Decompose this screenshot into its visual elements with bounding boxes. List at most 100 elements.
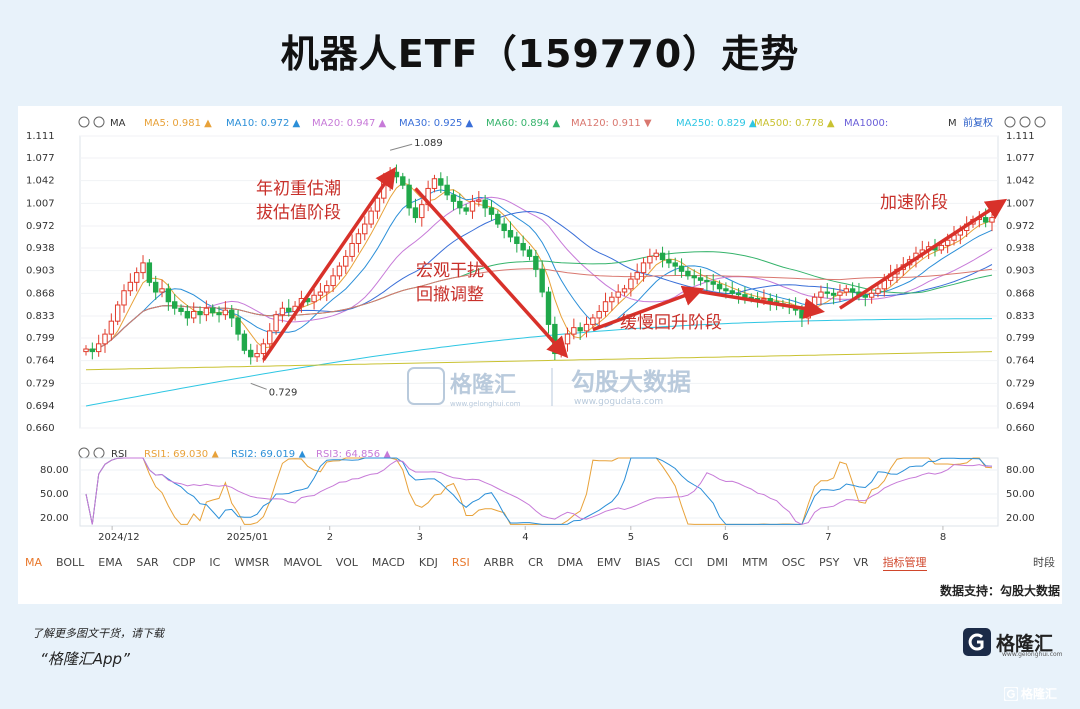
candle-body: [210, 307, 216, 314]
footer-download-hint: 了解更多图文干货，请下载: [32, 627, 164, 640]
rsi-legend-item: RSI2: 69.019 ▲: [231, 449, 306, 460]
indicator-tab[interactable]: MA: [25, 555, 43, 569]
indicator-tab[interactable]: 指标管理: [882, 555, 927, 571]
candle-body: [621, 288, 628, 293]
candle-body: [526, 249, 533, 257]
candle-body: [539, 268, 545, 293]
indicator-tab[interactable]: KDJ: [418, 555, 438, 569]
annotation-text: 拔估值阶段: [256, 203, 341, 223]
indicator-tab[interactable]: CDP: [172, 555, 196, 569]
candle-body: [602, 301, 609, 312]
candle-body: [862, 294, 868, 298]
x-tick-label: 2: [327, 532, 333, 543]
adjust-label: 前复权: [963, 116, 993, 129]
indicator-tab[interactable]: VR: [853, 555, 869, 569]
rsi-tick-right: 80.00: [1006, 465, 1035, 476]
x-tick-label: 2024/12: [98, 532, 140, 543]
candle-body: [811, 296, 818, 309]
candle-body: [469, 200, 476, 212]
indicator-tab[interactable]: MTM: [742, 555, 768, 569]
candle-body: [216, 312, 222, 316]
price-tick-right: 0.729: [1006, 378, 1035, 389]
rsi-tick-left: 50.00: [40, 489, 69, 500]
indicator-tab[interactable]: RSI: [451, 555, 470, 569]
title-bar: 机器人ETF（159770）走势: [0, 0, 1080, 100]
price-tick-left: 0.729: [26, 378, 55, 389]
candle-body: [444, 184, 450, 196]
indicator-tab[interactable]: BOLL: [56, 555, 85, 569]
price-tick-left: 0.972: [26, 221, 55, 232]
candle-body: [596, 310, 602, 319]
candle-body: [944, 239, 951, 246]
plot-frame: [79, 135, 999, 429]
indicator-tab[interactable]: MAVOL: [283, 555, 322, 569]
price-tick-right: 0.868: [1006, 288, 1035, 299]
x-tick-label: 2025/01: [227, 532, 269, 543]
ma10-line: [85, 189, 993, 351]
candle-body: [235, 317, 241, 335]
candle-body: [647, 255, 653, 264]
indicator-tab[interactable]: CR: [528, 555, 544, 569]
max-pointer: [389, 143, 413, 151]
indicator-tab[interactable]: CCI: [674, 555, 693, 569]
indicator-tab[interactable]: IC: [209, 555, 221, 569]
indicator-tab[interactable]: DMI: [706, 555, 729, 569]
indicator-tab[interactable]: OSC: [781, 555, 806, 569]
candle-body: [184, 310, 191, 319]
candle-body: [463, 207, 469, 212]
min-label: 0.729: [269, 387, 298, 398]
candle-body: [672, 262, 678, 267]
price-tick-right: 0.660: [1006, 423, 1035, 434]
candle-body: [982, 217, 989, 223]
indicator-tab[interactable]: EMA: [98, 555, 123, 569]
page-title: 机器人ETF（159770）走势: [280, 31, 800, 76]
candle-body: [241, 333, 248, 351]
candle-body: [666, 259, 672, 264]
indicator-tab[interactable]: WMSR: [234, 555, 270, 569]
indicator-tab[interactable]: EMV: [596, 555, 621, 569]
candle-body: [267, 330, 273, 345]
indicator-tab[interactable]: MACD: [371, 555, 405, 569]
candle-body: [114, 304, 121, 322]
rsi-tick-right: 50.00: [1006, 489, 1035, 500]
price-tick-right: 0.938: [1006, 243, 1035, 254]
rsi-legend-item: RSI3: 64.856 ▲: [316, 449, 391, 460]
candle-body: [197, 310, 203, 316]
price-tick-left: 1.042: [26, 176, 55, 187]
ma-legend-item: MA20: 0.947 ▲: [312, 118, 387, 129]
candle-body: [710, 281, 716, 285]
indicator-tab[interactable]: SAR: [136, 555, 159, 569]
candle-body: [336, 265, 343, 277]
price-tick-right: 1.111: [1006, 131, 1035, 142]
candle-body: [830, 292, 837, 296]
candle-body: [317, 291, 324, 296]
candle-body: [634, 272, 640, 280]
indicator-tab[interactable]: DMA: [557, 555, 583, 569]
candle-body: [818, 291, 824, 298]
indicator-bar: MA BOLL EMA SAR CDP IC WMSR MAVOL VOL MACD KDJ RSI A…: [18, 552, 1062, 572]
candle-body: [577, 327, 583, 332]
period-button[interactable]: 时段: [1033, 556, 1055, 569]
price-tick-left: 0.903: [26, 266, 55, 277]
candle-body: [849, 288, 856, 293]
ma-legend-item: MA10: 0.972 ▲: [226, 118, 301, 129]
indicator-tab[interactable]: VOL: [335, 555, 358, 569]
candle-body: [254, 353, 260, 358]
candle-body: [178, 307, 184, 312]
indicator-tab[interactable]: PSY: [819, 555, 840, 569]
indicator-tab[interactable]: BIAS: [634, 555, 661, 569]
rsi-tick-right: 20.00: [1006, 513, 1035, 524]
trend-arrow: [261, 166, 397, 362]
candle-body: [868, 292, 875, 298]
candle-body: [330, 275, 336, 287]
watermark-right-text: 勾股大数据: [571, 368, 691, 396]
candle-body: [343, 255, 349, 267]
indicator-tab[interactable]: ARBR: [483, 555, 515, 569]
ma-legend-item: MA60: 0.894 ▲: [486, 118, 561, 129]
candle-body: [368, 210, 374, 225]
watermark-left-text: 格隆汇: [450, 372, 516, 398]
rsi-gear-icon: [78, 447, 90, 459]
annotation-text: 回撤调整: [416, 285, 484, 305]
x-tick-label: 7: [825, 532, 831, 543]
zoom-out-icon: [1019, 116, 1031, 128]
